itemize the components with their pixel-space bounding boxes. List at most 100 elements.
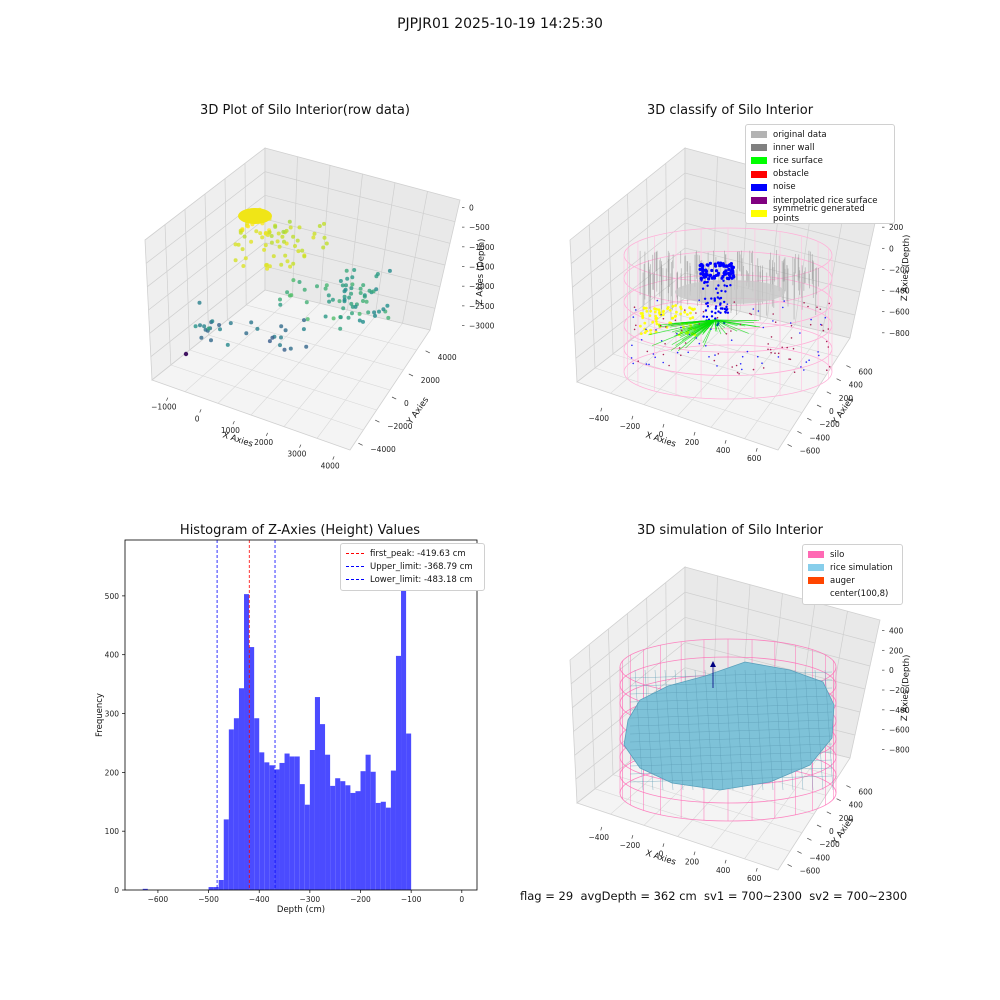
p2-noise-point [824,316,827,319]
legend-line-swatch [346,579,364,581]
p4-x-tick-mark [662,843,665,847]
p1-data-point [267,230,272,235]
p2-noise-point [731,366,733,368]
p2-noise-point [654,356,656,359]
p2-symmetric-point [691,308,695,312]
legend-label: Upper_limit: -368.79 cm [370,561,473,572]
p1-data-point [343,287,348,292]
p4-y-tick-mark [816,824,822,828]
p4-rice-mesh [714,669,724,791]
legend-swatch [808,577,824,585]
p4-z-tick-label: −400 [889,706,910,715]
p2-noise-point [770,351,772,354]
p1-ylabel: Y Axies [405,395,432,427]
histogram-legend-item: Lower_limit: -483.18 cm [346,573,479,586]
p2-noise-point [818,354,820,357]
p2-symmetric-point [654,320,658,323]
p1-data-point [249,239,254,244]
p1-data-point [236,242,241,247]
p2-symmetric-point [654,330,658,334]
p2-noise-point [774,321,777,324]
p1-data-point [277,244,282,249]
p2-symmetric-point [666,306,670,309]
p2-noise-point [710,276,714,280]
p2-noise-point [783,300,785,302]
p2-rice-surface [714,319,726,329]
p1-x-tick-label: 1000 [221,426,240,435]
p2-noise-point [733,301,736,303]
p1-data-point [387,268,392,273]
p1-data-point [327,299,332,304]
p2-noise-point [739,323,742,326]
p2-noise-point [800,366,802,368]
p4-z-tick-label: 200 [889,646,904,655]
histogram-y-tick-label: 500 [105,592,120,601]
p4-y-tick-label: −200 [819,840,840,849]
p1-data-point [362,294,367,299]
p2-symmetric-point [683,310,687,314]
p4-rice-mesh [644,669,654,791]
p2-noise-point [637,360,639,363]
p1-data-point [282,239,286,244]
p1-data-point [280,234,285,239]
histogram-frame [124,539,478,891]
p2-noise-point [807,305,809,308]
histogram-bar [208,887,214,890]
p2-noise-point [728,272,733,276]
histogram-bar [309,750,315,890]
p2-noise-point [721,307,724,310]
p2-rice-surface [702,319,716,344]
p2-noise-point [724,290,727,293]
p1-data-point [323,286,328,291]
p1-data-point [312,231,317,236]
p1-data-point [302,254,307,259]
p2-noise-point [712,276,717,280]
p2-noise-point [762,367,765,369]
p2-rice-surface [714,319,738,332]
p4-x-tick-label: −200 [620,841,641,850]
p2-noise-point [702,315,705,318]
panel2-title: 3D classify of Silo Interior [646,103,814,118]
p2-noise-point [822,329,825,332]
p2-noise-point [721,262,725,266]
p4-x-tick-mark [755,867,758,872]
legend-item: inner wall [751,141,889,154]
p1-x-tick-mark [299,444,302,448]
p4-z-tick-label: 0 [889,666,894,675]
p1-zlabel: Z Axies (Depth) [475,238,487,305]
histogram-bar [269,765,275,890]
p4-rice-mesh [764,669,774,791]
p2-noise-point [695,312,697,314]
p2-symmetric-point [642,306,646,310]
p2-noise-point [749,312,751,315]
p4-rice-mesh [804,669,814,791]
histogram-bar [345,785,351,890]
legend-label: auger [830,575,855,586]
p4-rice-mesh [629,735,833,743]
p1-data-point [279,262,284,267]
p2-noise-point [726,303,729,306]
figure-title: PJPJR01 2025-10-19 14:25:30 [397,16,603,32]
p4-x-tick-mark [693,851,696,856]
legend-item: obstacle [751,168,889,181]
p2-noise-point [741,368,743,371]
p2-noise-point [730,339,733,342]
p1-data-point [282,347,287,352]
p1-y-tick-mark [358,442,363,446]
p2-noise-point [660,340,663,342]
p1-data-point [225,342,230,347]
p2-rice-surface [679,319,716,338]
p2-noise-point [767,348,769,351]
p4-rice-mesh [754,669,764,791]
p1-data-point [197,300,202,305]
histogram-bar [365,754,371,890]
histogram-bar [218,880,224,890]
p2-noise-point [645,363,648,365]
legend-swatch [751,210,767,218]
p1-y-tick-mark [408,373,414,377]
p1-x-tick-label: 4000 [321,461,340,470]
histogram-bar [284,753,290,890]
p2-noise-point [788,358,790,360]
p2-noise-point [725,308,728,312]
p4-x-tick-label: 400 [716,866,731,875]
